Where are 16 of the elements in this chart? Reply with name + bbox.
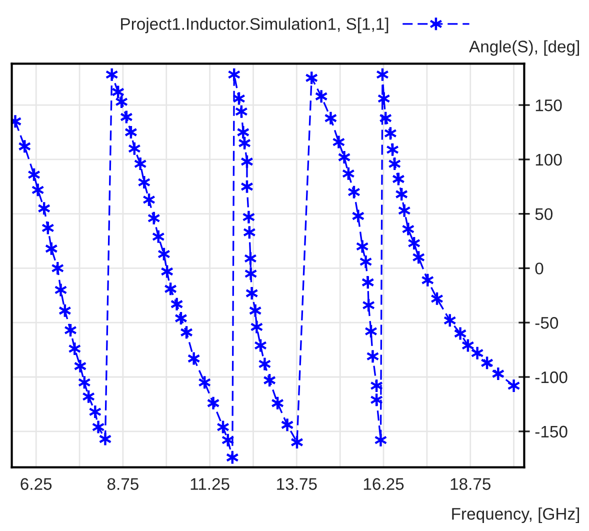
y-tick-label: 150 (536, 99, 562, 112)
y-tick-label: -50 (535, 317, 558, 329)
x-axis-title: Frequency, [GHz] (452, 508, 579, 524)
legend-label: Project1.Inductor.Simulation1, S[1,1] (121, 18, 388, 34)
x-tick-label: 13.75 (277, 478, 317, 490)
y-tick-label: 50 (535, 208, 553, 220)
x-tick-label: 18.75 (450, 478, 491, 490)
x-tick-label: 8.75 (107, 478, 138, 490)
y-tick-label: -100 (535, 371, 568, 384)
x-tick-label: 6.25 (20, 478, 52, 490)
y-tick-label: 0 (535, 262, 544, 274)
x-tick-label: 16.25 (364, 478, 404, 490)
y-tick-label: 100 (536, 154, 562, 166)
y-tick-label: -150 (535, 426, 568, 438)
y-axis-title: Angle(S), [deg] (469, 40, 579, 56)
x-tick-label: 11.25 (190, 478, 230, 490)
